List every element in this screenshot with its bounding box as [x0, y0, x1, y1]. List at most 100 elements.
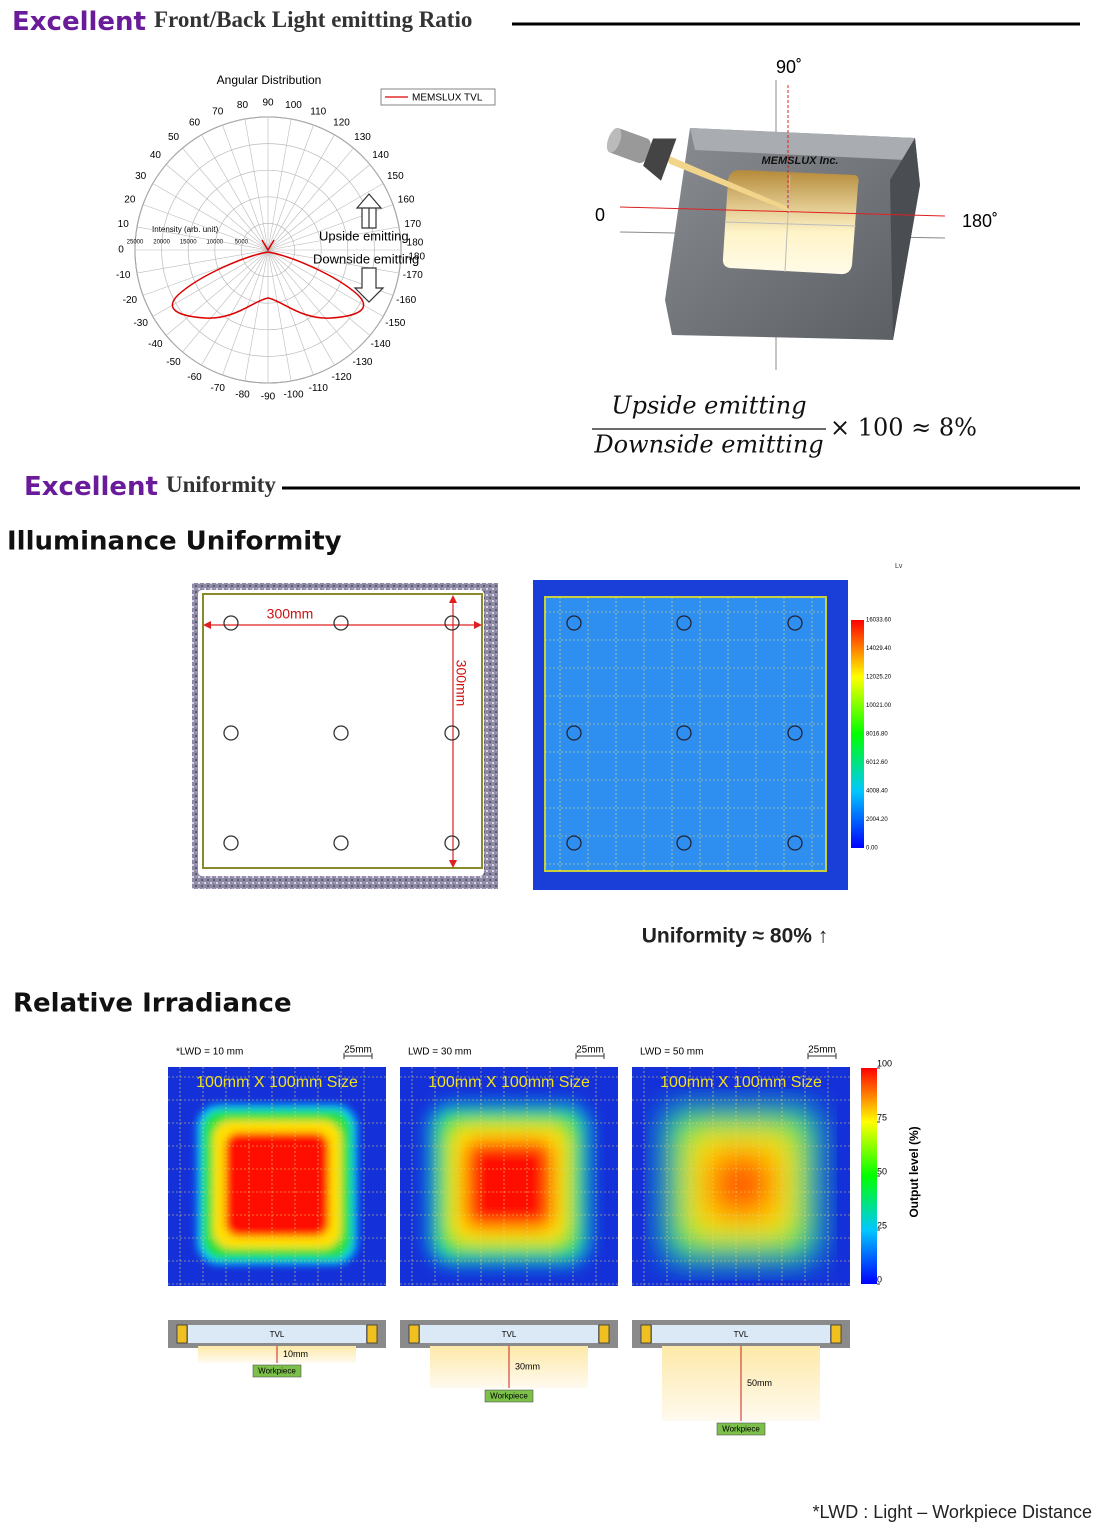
workpiece-label: Workpiece: [490, 1392, 528, 1401]
measure-point: [223, 835, 239, 851]
lwd-label: LWD = 30 mm: [408, 1047, 471, 1058]
angle-tick-label: 150: [387, 171, 404, 182]
angle-tick-label: -120: [331, 372, 351, 383]
heatmap: [661, 1104, 821, 1265]
angle-tick-label: -110: [309, 383, 329, 394]
colorbar-tick-label: 50: [877, 1166, 887, 1176]
text-shape: 0: [595, 205, 605, 225]
led: [830, 1324, 842, 1344]
text-shape: Lv: [895, 563, 903, 570]
heat-red: [465, 1140, 553, 1229]
radial-tick-label: 15000: [180, 240, 197, 246]
polar-spoke: [267, 249, 400, 274]
angle-tick-label: 120: [333, 117, 350, 128]
formula-denominator: Downside emitting: [593, 431, 823, 459]
angle-tick-label: -100: [284, 389, 304, 400]
line-shape: [725, 221, 857, 227]
section-heading: Excellent Uniformity: [24, 472, 276, 502]
angle-tick-label: -10: [116, 270, 131, 281]
colorbar-label: 8016.80: [866, 732, 888, 738]
angle-tick-label: -90: [261, 392, 276, 403]
polar-chart: Angular Distribution MEMSLUX TVL 25000 20…: [116, 73, 496, 403]
angle-tick-label: -160: [396, 295, 416, 306]
polar-spoke: [165, 164, 269, 251]
angle-tick-label: -40: [148, 339, 163, 350]
radial-tick-label: 25000: [127, 240, 144, 246]
polar-spoke: [244, 118, 269, 251]
rect-shape: [545, 597, 826, 871]
workpiece-box: [252, 1364, 302, 1378]
angle-tick-label: 60: [189, 117, 201, 128]
measure-point: [333, 725, 349, 741]
illuminance-map: Lv: [533, 563, 903, 890]
polar-spoke: [267, 118, 292, 251]
text-shape: 300mm: [453, 660, 469, 707]
polar-spoke: [267, 249, 354, 353]
angle-tick-label: -140: [371, 339, 391, 350]
g-shape: *LWD = 10 mm 25mm 100mm X 100mm Size TVL 10m…: [168, 1045, 850, 1436]
led: [598, 1324, 610, 1344]
polar-spoke: [136, 249, 269, 274]
heatmap: [429, 1104, 589, 1265]
angle-tick-label: 10: [118, 219, 130, 230]
arrow-up: [355, 193, 383, 229]
polar-spoke: [267, 134, 335, 251]
polar-spoke: [142, 204, 269, 251]
text-shape: MEMSLUX Inc.: [761, 155, 838, 167]
line-shape: [619, 206, 946, 217]
radial-axis-label: Intensity (arb. unit): [152, 225, 219, 234]
colorbar-label: 12025.20: [866, 675, 892, 681]
size-label: 100mm X 100mm Size: [428, 1074, 590, 1091]
distribution-curve: [171, 239, 365, 319]
tvl-label: TVL: [270, 1330, 285, 1339]
polar-spoke: [267, 124, 314, 251]
downside-label: Downside emitting: [313, 251, 419, 266]
polar-spoke: [267, 249, 335, 366]
polar-spoke: [267, 164, 371, 251]
measure-point: [566, 615, 582, 631]
upside-label: Upside emitting: [319, 228, 409, 243]
polygon-shape: [203, 621, 211, 629]
colorbar: [861, 1068, 877, 1284]
led: [640, 1324, 652, 1344]
scale-bar: [575, 1053, 605, 1059]
angle-tick-label: -170: [403, 270, 423, 281]
measure-point: [676, 725, 692, 741]
angle-tick-label: 180: [407, 238, 424, 249]
colorbar-tick-label: 100: [877, 1058, 892, 1068]
measure-point: [787, 725, 803, 741]
angle-tick-label: 40: [150, 150, 162, 161]
polar-spoke: [222, 249, 269, 376]
section-heading: Excellent Front/Back Light emitting Ratio: [12, 7, 472, 37]
angle-tick-label: 160: [398, 194, 415, 205]
polar-spoke: [267, 183, 384, 251]
device-illustration: MEMSLUX Inc. 90˚ 0 180˚: [595, 57, 998, 370]
text-shape: MEMSLUX TVL: [412, 93, 483, 104]
led: [176, 1324, 188, 1344]
measure-point: [566, 835, 582, 851]
polygon-shape: [660, 152, 790, 212]
ellipse-shape: [606, 127, 622, 153]
polar-spoke: [267, 249, 371, 336]
colorbar-label: 2004.20: [866, 817, 888, 823]
tspan-shape: Front/Back Light emitting Ratio: [154, 7, 472, 32]
angle-tick-label: -30: [133, 318, 148, 329]
polygon-shape: [474, 621, 482, 629]
polar-spoke: [182, 249, 269, 353]
colorbar-tick-label: 25: [877, 1220, 887, 1230]
angle-tick-label: -50: [166, 357, 181, 368]
polygon-shape: [690, 128, 915, 160]
tspan-shape: Uniformity: [166, 472, 276, 497]
colorbar-label: 16033.60: [866, 618, 892, 624]
radial-tick-label: 10000: [206, 240, 223, 246]
angle-tick-label: 30: [135, 171, 147, 182]
heatmap: [197, 1104, 357, 1265]
polar-spoke: [152, 183, 269, 251]
colorbar-label: 14029.40: [866, 646, 892, 652]
tvl-panel: [188, 1325, 366, 1343]
scale-label: 25mm: [344, 1045, 372, 1056]
rect-shape: [380, 88, 496, 106]
angle-tick-label: 110: [310, 107, 326, 118]
tvl-label: TVL: [502, 1330, 517, 1339]
